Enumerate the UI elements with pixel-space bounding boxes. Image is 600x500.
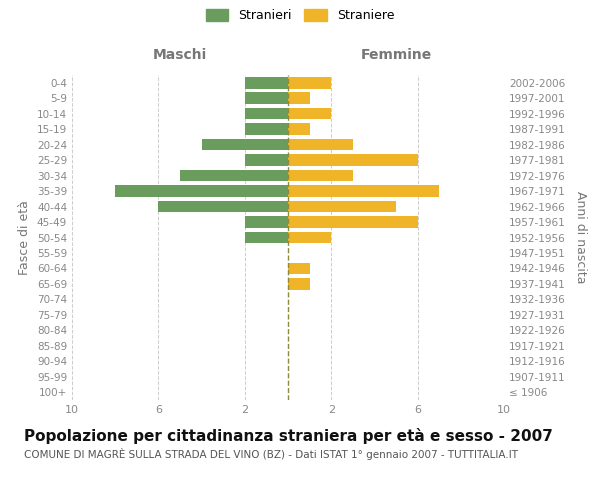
Bar	[288, 77, 331, 88]
Bar	[288, 278, 310, 289]
Y-axis label: Anni di nascita: Anni di nascita	[574, 191, 587, 284]
Text: Femmine: Femmine	[361, 48, 431, 62]
Bar	[288, 139, 353, 150]
Bar	[245, 124, 288, 135]
Bar	[180, 170, 288, 181]
Bar	[288, 124, 310, 135]
Bar	[245, 154, 288, 166]
Text: Maschi: Maschi	[153, 48, 207, 62]
Legend: Stranieri, Straniere: Stranieri, Straniere	[206, 8, 394, 22]
Bar	[245, 77, 288, 88]
Bar	[245, 108, 288, 120]
Bar	[158, 200, 288, 212]
Y-axis label: Fasce di età: Fasce di età	[19, 200, 31, 275]
Bar	[288, 200, 396, 212]
Bar	[288, 262, 310, 274]
Text: COMUNE DI MAGRÈ SULLA STRADA DEL VINO (BZ) - Dati ISTAT 1° gennaio 2007 - TUTTIT: COMUNE DI MAGRÈ SULLA STRADA DEL VINO (B…	[24, 448, 518, 460]
Bar	[288, 154, 418, 166]
Bar	[288, 92, 310, 104]
Bar	[288, 216, 418, 228]
Bar	[288, 186, 439, 197]
Bar	[288, 170, 353, 181]
Text: Popolazione per cittadinanza straniera per età e sesso - 2007: Popolazione per cittadinanza straniera p…	[24, 428, 553, 444]
Bar	[115, 186, 288, 197]
Bar	[202, 139, 288, 150]
Bar	[245, 232, 288, 243]
Bar	[245, 216, 288, 228]
Bar	[288, 108, 331, 120]
Bar	[245, 92, 288, 104]
Bar	[288, 232, 331, 243]
